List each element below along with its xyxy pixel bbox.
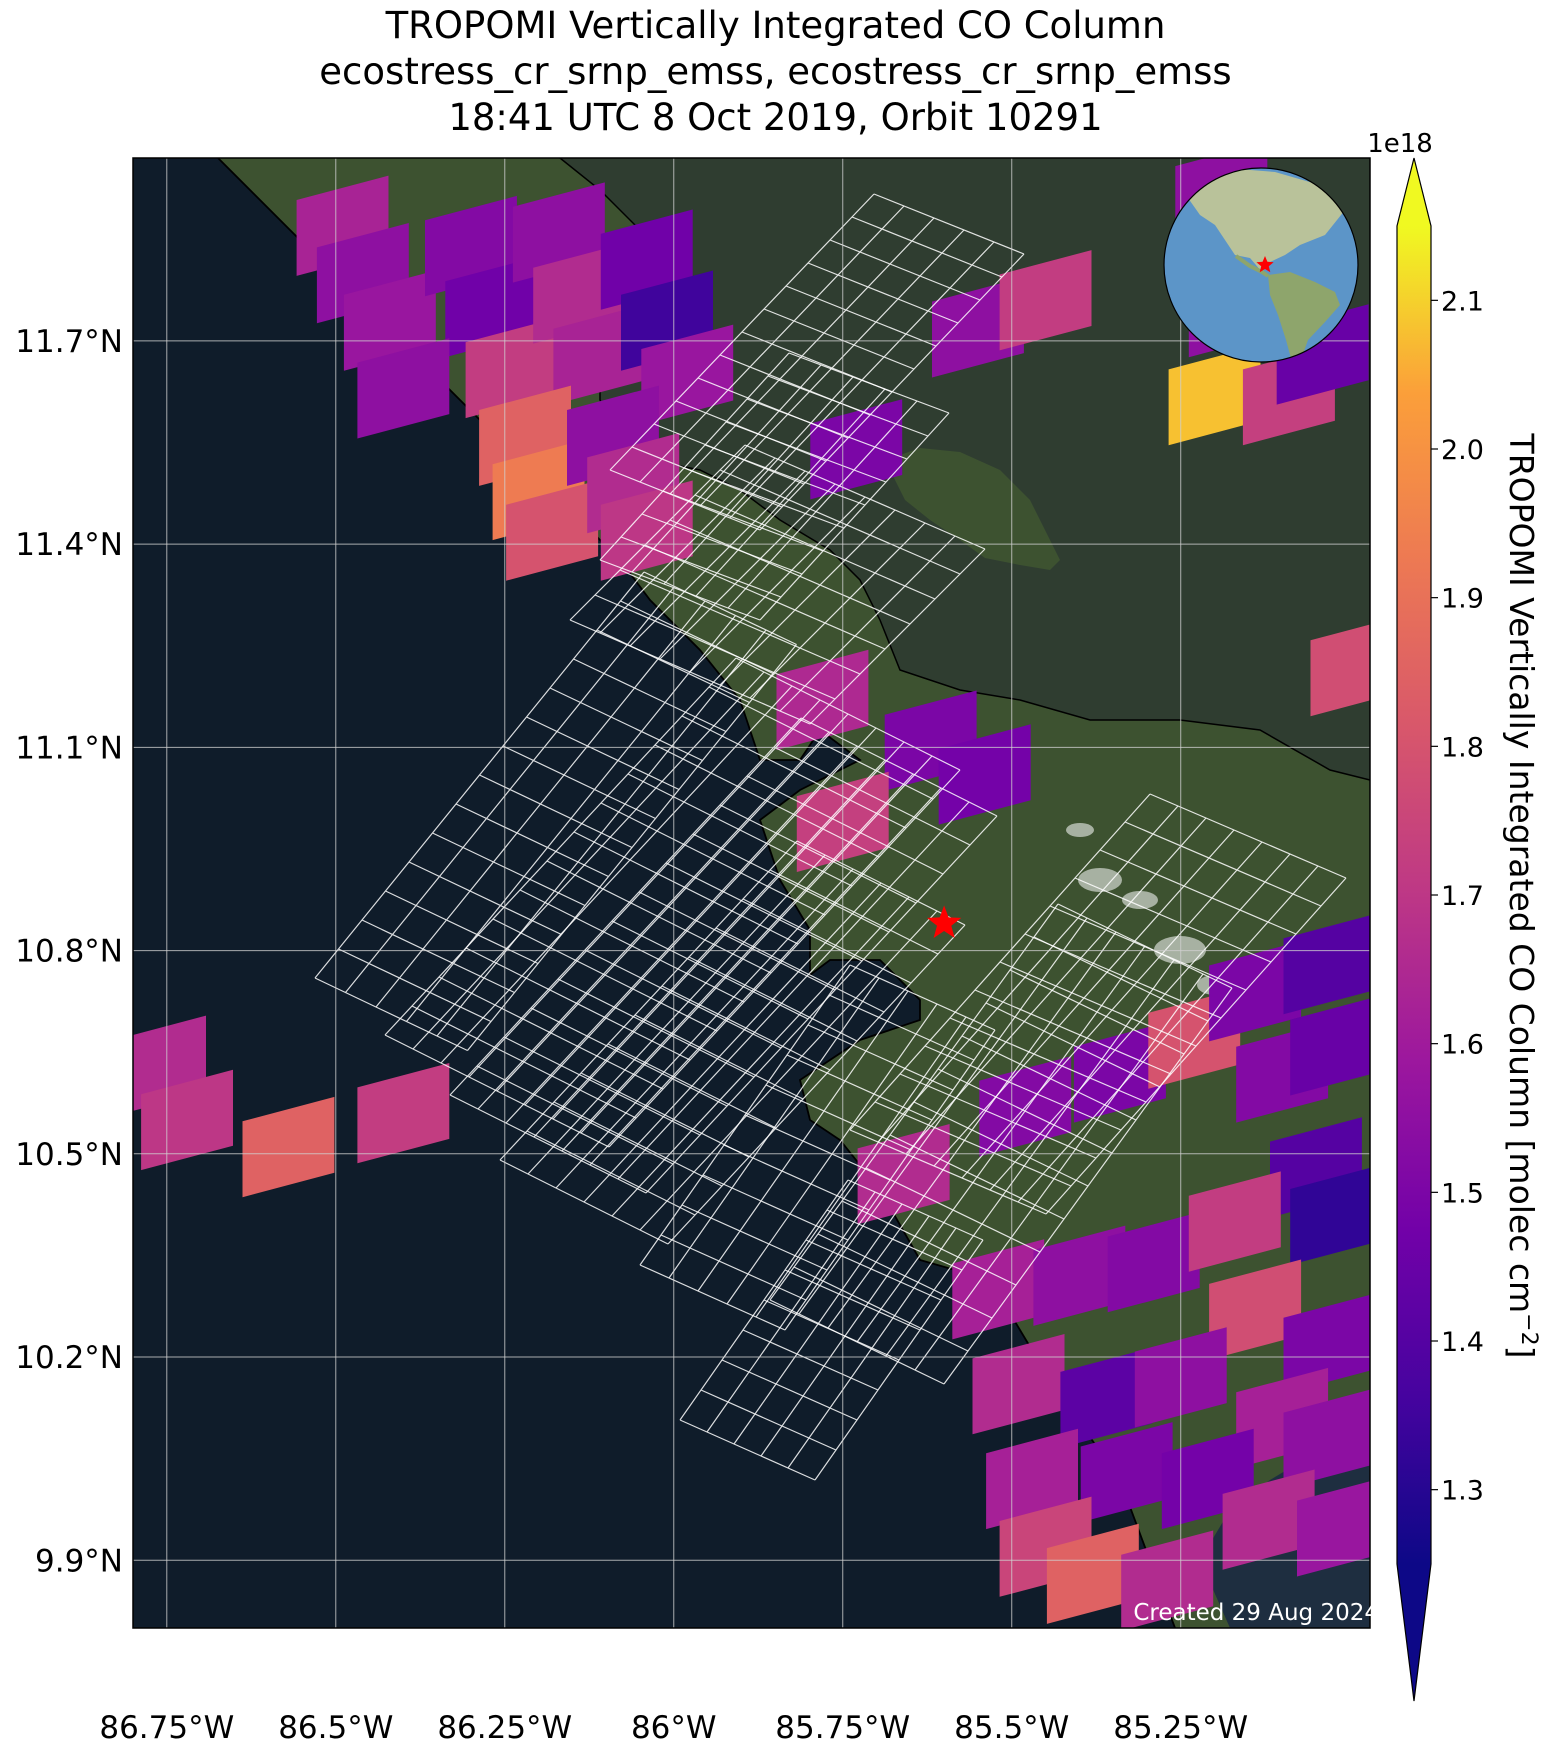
tropomi-pixel — [1209, 1259, 1302, 1360]
colorbar-tick-label: 1.8 — [1441, 732, 1484, 763]
map-frame — [132, 157, 1371, 1629]
tropomi-pixel — [1188, 1171, 1281, 1272]
colorbar-tick-label: 2.1 — [1441, 286, 1484, 317]
colorbar-extend-min — [1397, 1564, 1431, 1701]
tropomi-pixel — [1168, 345, 1261, 446]
tropomi-pixel — [1283, 1294, 1370, 1394]
colorbar-multiplier: 1e18 — [1367, 129, 1433, 159]
lat-tick-label: 11.7°N — [15, 324, 123, 360]
tropomi-pixel — [972, 1334, 1065, 1435]
credit-created: Created 29 Aug 2024 — [1133, 1600, 1379, 1626]
footprint-grid-lines — [499, 840, 966, 1245]
lon-tick-label: 85.25°W — [1113, 1710, 1248, 1746]
lon-tick-label: 86.75°W — [99, 1710, 234, 1746]
tropomi-pixel — [1033, 1225, 1126, 1326]
colorbar-body — [1397, 226, 1431, 1564]
tropomi-pixel — [141, 1069, 233, 1171]
colorbar-tick-label: 1.7 — [1441, 881, 1484, 912]
tropomi-pixel — [357, 338, 450, 439]
tropomi-pixel — [343, 270, 436, 371]
tropomi-pixel — [1046, 1523, 1139, 1624]
colorbar-tick-label: 1.6 — [1441, 1030, 1484, 1061]
tropomi-pixel — [357, 1063, 450, 1164]
tropomi-pixel — [1121, 1530, 1214, 1628]
figure-title-line2: ecostress_cr_srnp_emss, ecostress_cr_srn… — [319, 50, 1232, 93]
lat-tick-label: 10.8°N — [15, 934, 123, 970]
figure-title-line3: 18:41 UTC 8 Oct 2019, Orbit 10291 — [448, 96, 1103, 139]
globe-north-america — [1180, 168, 1345, 272]
ometepe-island — [890, 448, 1060, 570]
footprint-grid-lines — [639, 964, 996, 1331]
ecostress-footprint-grids — [314, 193, 1347, 1481]
footprint-east — [849, 793, 1347, 1215]
tropomi-pixel — [1073, 1022, 1166, 1123]
tropomi-pixel — [857, 1124, 950, 1225]
tropomi-pixel — [1290, 1167, 1370, 1265]
tropomi-pixel — [1283, 1389, 1370, 1489]
footprint-grid-lines — [569, 444, 986, 725]
colorbar-tick-label: 1.9 — [1441, 584, 1484, 615]
lat-tick-label: 10.5°N — [15, 1137, 123, 1173]
tropomi-pixel — [986, 1428, 1078, 1530]
footprint-grid-lines — [314, 571, 797, 1052]
tropomi-pixel — [1310, 624, 1370, 717]
lat-tick-label: 9.9°N — [35, 1543, 123, 1579]
site-marker-star[interactable] — [927, 905, 962, 939]
footprint-south-2 — [679, 1179, 984, 1481]
globe-south-america — [1268, 272, 1340, 362]
lat-tick-label: 11.4°N — [15, 527, 123, 563]
map-gridlines — [133, 158, 1370, 1628]
tropomi-pixel — [1060, 1347, 1153, 1448]
colorbar-tick-label: 1.5 — [1441, 1178, 1484, 1209]
footprint-grid-lines — [679, 1179, 984, 1481]
tropomi-pixel — [1209, 941, 1302, 1042]
tropomi-pixel — [1290, 998, 1370, 1096]
footprint-west-3 — [449, 717, 998, 1194]
credit-source: Source: NASA/JPL-Caltech — [1085, 1629, 1379, 1655]
tropomi-pixel — [641, 324, 734, 425]
footprint-grid-lines — [599, 352, 950, 621]
tropomi-pixel — [1080, 1422, 1173, 1523]
inset-globe — [1163, 167, 1359, 363]
tropomi-pixel — [776, 649, 869, 751]
footprint-mid — [569, 444, 986, 725]
lat-tick-label: 10.2°N — [15, 1340, 123, 1376]
tropomi-pixel — [1297, 1481, 1370, 1577]
tropomi-pixel — [1222, 1469, 1315, 1570]
colorbar-outline — [1396, 157, 1432, 1702]
axis-ticks: 86.75°W 86.5°W 86.25°W 86°W 85.75°W 85.5°W 85.… — [15, 324, 1248, 1746]
footprint-grid-lines — [849, 793, 1347, 1215]
footprint-grid-lines — [449, 717, 998, 1194]
lon-tick-label: 85.75°W — [775, 1710, 910, 1746]
figure-title-line1: TROPOMI Vertically Integrated CO Column — [385, 4, 1166, 47]
footprint-grid-lines — [384, 657, 961, 1148]
colorbar-tick-label: 2.0 — [1441, 435, 1484, 466]
lon-tick-label: 86.5°W — [278, 1710, 393, 1746]
colorbar-tick-label: 1.4 — [1441, 1327, 1484, 1358]
tropomi-pixel — [242, 1096, 335, 1198]
lat-tick-label: 11.1°N — [15, 730, 123, 766]
tropomi-pixel — [952, 1239, 1045, 1340]
tropomi-pixel — [810, 399, 903, 500]
colorbar-tick-label: 1.3 — [1441, 1476, 1484, 1507]
lon-tick-label: 85.5°W — [954, 1710, 1069, 1746]
footprint-west-4 — [499, 840, 966, 1245]
lon-tick-label: 86.25°W — [437, 1710, 572, 1746]
tropomi-pixel — [506, 480, 599, 581]
globe-location-marker — [1256, 256, 1274, 273]
colorbar: 1e18 TROPOMI Vertically Integrated CO Co… — [1367, 129, 1541, 1702]
footprint-west-2 — [384, 657, 961, 1148]
footprint-south-1 — [639, 964, 996, 1331]
colorbar-extend-max — [1397, 158, 1431, 226]
tropomi-pixel — [938, 724, 1031, 825]
tropomi-pixel — [1107, 1212, 1200, 1313]
footprint-north-2 — [599, 352, 950, 621]
tropomi-pixel — [999, 250, 1092, 351]
footprint-west-1 — [314, 571, 797, 1052]
lon-tick-label: 86°W — [631, 1710, 717, 1746]
globe-central-america — [1234, 254, 1270, 278]
tropomi-pixel — [1283, 915, 1370, 1015]
colorbar-label: TROPOMI Vertically Integrated CO Column … — [1502, 433, 1541, 1359]
